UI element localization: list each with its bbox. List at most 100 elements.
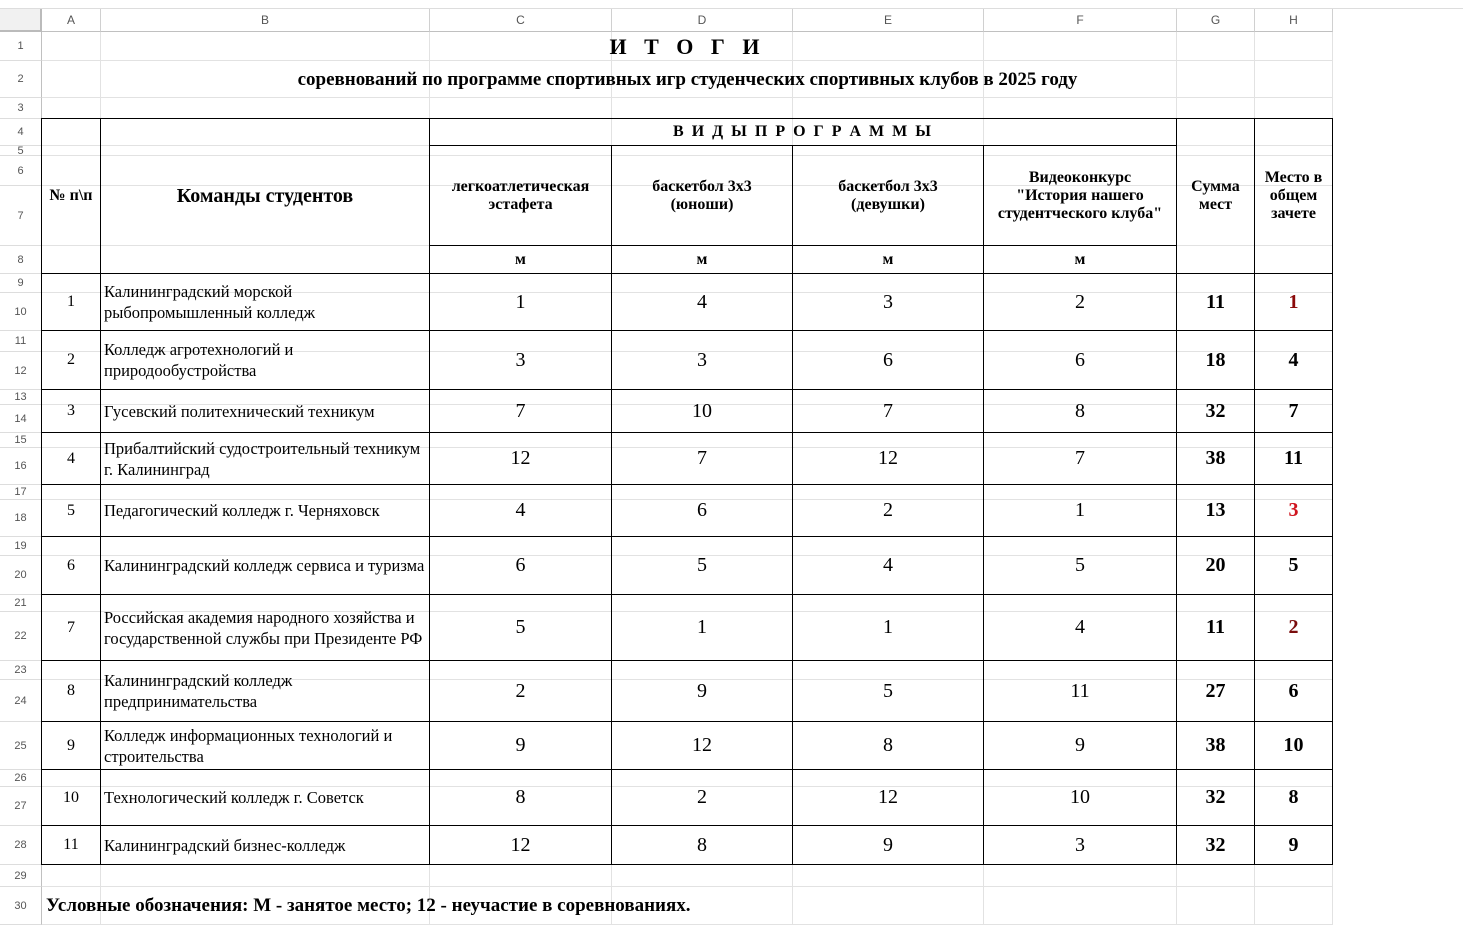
overall-place[interactable]: 5 bbox=[1254, 536, 1333, 595]
event-place[interactable]: 7 bbox=[792, 389, 984, 433]
row-header-26[interactable]: 26 bbox=[0, 770, 42, 787]
row-number[interactable]: 1 bbox=[41, 273, 101, 331]
column-header-E[interactable]: E bbox=[793, 9, 984, 32]
row-header-24[interactable]: 24 bbox=[0, 680, 42, 722]
event-place[interactable]: 3 bbox=[792, 273, 984, 331]
sum-places[interactable]: 13 bbox=[1176, 484, 1255, 537]
grid-cell[interactable] bbox=[1255, 887, 1333, 925]
event-place[interactable]: 2 bbox=[983, 273, 1177, 331]
grid-cell[interactable] bbox=[1255, 98, 1333, 119]
grid-cell[interactable] bbox=[793, 98, 984, 119]
header-unit[interactable]: м bbox=[983, 245, 1177, 274]
header-event-4[interactable]: Видеоконкурс "История нашего студентческ… bbox=[983, 145, 1177, 246]
event-place[interactable]: 5 bbox=[429, 594, 612, 661]
row-number[interactable]: 11 bbox=[41, 825, 101, 865]
event-place[interactable]: 4 bbox=[792, 536, 984, 595]
event-place[interactable]: 6 bbox=[792, 330, 984, 390]
row-number[interactable]: 2 bbox=[41, 330, 101, 390]
sum-places[interactable]: 38 bbox=[1176, 721, 1255, 770]
event-place[interactable]: 5 bbox=[611, 536, 793, 595]
row-header-8[interactable]: 8 bbox=[0, 246, 42, 274]
row-header-19[interactable]: 19 bbox=[0, 537, 42, 556]
event-place[interactable]: 4 bbox=[611, 273, 793, 331]
event-place[interactable]: 1 bbox=[983, 484, 1177, 537]
overall-place[interactable]: 1 bbox=[1254, 273, 1333, 331]
row-number[interactable]: 8 bbox=[41, 660, 101, 722]
team-name[interactable]: Гусевский политехнический техникум bbox=[100, 389, 430, 433]
event-place[interactable]: 4 bbox=[983, 594, 1177, 661]
team-name[interactable]: Калининградский колледж сервиса и туризм… bbox=[100, 536, 430, 595]
event-place[interactable]: 12 bbox=[429, 825, 612, 865]
sum-places[interactable]: 38 bbox=[1176, 432, 1255, 485]
header-sum[interactable]: Сумма мест bbox=[1176, 118, 1255, 274]
row-number[interactable]: 3 bbox=[41, 389, 101, 433]
event-place[interactable]: 8 bbox=[983, 389, 1177, 433]
overall-place[interactable]: 11 bbox=[1254, 432, 1333, 485]
row-header-7[interactable]: 7 bbox=[0, 186, 42, 246]
team-name[interactable]: Колледж агротехнологий и природообустрой… bbox=[100, 330, 430, 390]
event-place[interactable]: 10 bbox=[983, 769, 1177, 826]
team-name[interactable]: Калининградский колледж предпринимательс… bbox=[100, 660, 430, 722]
grid-cell[interactable] bbox=[612, 98, 793, 119]
overall-place[interactable]: 3 bbox=[1254, 484, 1333, 537]
team-name[interactable]: Колледж информационных технологий и стро… bbox=[100, 721, 430, 770]
row-header-5[interactable]: 5 bbox=[0, 145, 42, 157]
event-place[interactable]: 6 bbox=[983, 330, 1177, 390]
grid-cell[interactable] bbox=[1177, 887, 1255, 925]
team-name[interactable]: Педагогический колледж г. Черняховск bbox=[100, 484, 430, 537]
row-header-18[interactable]: 18 bbox=[0, 500, 42, 537]
row-header-16[interactable]: 16 bbox=[0, 448, 42, 485]
row-number[interactable]: 5 bbox=[41, 484, 101, 537]
grid-cell[interactable] bbox=[101, 61, 430, 98]
row-header-1[interactable]: 1 bbox=[0, 32, 42, 61]
grid-cell[interactable] bbox=[612, 865, 793, 887]
row-header-6[interactable]: 6 bbox=[0, 156, 42, 186]
grid-cell[interactable] bbox=[1177, 61, 1255, 98]
overall-place[interactable]: 10 bbox=[1254, 721, 1333, 770]
grid-cell[interactable] bbox=[1177, 865, 1255, 887]
header-program[interactable]: В И Д Ы П Р О Г Р А М М Ы bbox=[429, 118, 1177, 146]
event-place[interactable]: 8 bbox=[792, 721, 984, 770]
sum-places[interactable]: 18 bbox=[1176, 330, 1255, 390]
row-header-15[interactable]: 15 bbox=[0, 433, 42, 448]
overall-place[interactable]: 4 bbox=[1254, 330, 1333, 390]
grid-cell[interactable] bbox=[42, 32, 101, 61]
column-header-D[interactable]: D bbox=[612, 9, 793, 32]
event-place[interactable]: 9 bbox=[983, 721, 1177, 770]
column-header-A[interactable]: A bbox=[42, 9, 101, 32]
row-header-30[interactable]: 30 bbox=[0, 887, 42, 925]
grid-cell[interactable] bbox=[101, 865, 430, 887]
event-place[interactable]: 5 bbox=[983, 536, 1177, 595]
sum-places[interactable]: 11 bbox=[1176, 594, 1255, 661]
column-header-F[interactable]: F bbox=[984, 9, 1177, 32]
grid-cell[interactable] bbox=[42, 98, 101, 119]
event-place[interactable]: 12 bbox=[429, 432, 612, 485]
row-header-25[interactable]: 25 bbox=[0, 722, 42, 770]
grid-cell[interactable] bbox=[430, 887, 612, 925]
row-header-29[interactable]: 29 bbox=[0, 865, 42, 887]
row-header-20[interactable]: 20 bbox=[0, 556, 42, 595]
event-place[interactable]: 3 bbox=[429, 330, 612, 390]
row-header-22[interactable]: 22 bbox=[0, 612, 42, 661]
grid-cell[interactable] bbox=[984, 32, 1177, 61]
header-unit[interactable]: м bbox=[429, 245, 612, 274]
grid-cell[interactable] bbox=[1255, 865, 1333, 887]
overall-place[interactable]: 8 bbox=[1254, 769, 1333, 826]
grid-cell[interactable] bbox=[612, 32, 793, 61]
sum-places[interactable]: 27 bbox=[1176, 660, 1255, 722]
event-place[interactable]: 9 bbox=[611, 660, 793, 722]
column-header-C[interactable]: C bbox=[430, 9, 612, 32]
event-place[interactable]: 5 bbox=[792, 660, 984, 722]
overall-place[interactable]: 6 bbox=[1254, 660, 1333, 722]
grid-cell[interactable] bbox=[793, 887, 984, 925]
team-name[interactable]: Прибалтийский судостроительный техникум … bbox=[100, 432, 430, 485]
grid-cell[interactable] bbox=[101, 32, 430, 61]
event-place[interactable]: 3 bbox=[983, 825, 1177, 865]
header-teams[interactable]: Команды студентов bbox=[100, 118, 430, 274]
team-name[interactable]: Российская академия народного хозяйства … bbox=[100, 594, 430, 661]
team-name[interactable]: Калининградский морской рыбопромышленный… bbox=[100, 273, 430, 331]
grid-cell[interactable] bbox=[430, 32, 612, 61]
event-place[interactable]: 9 bbox=[792, 825, 984, 865]
grid-cell[interactable] bbox=[984, 887, 1177, 925]
row-header-9[interactable]: 9 bbox=[0, 274, 42, 293]
